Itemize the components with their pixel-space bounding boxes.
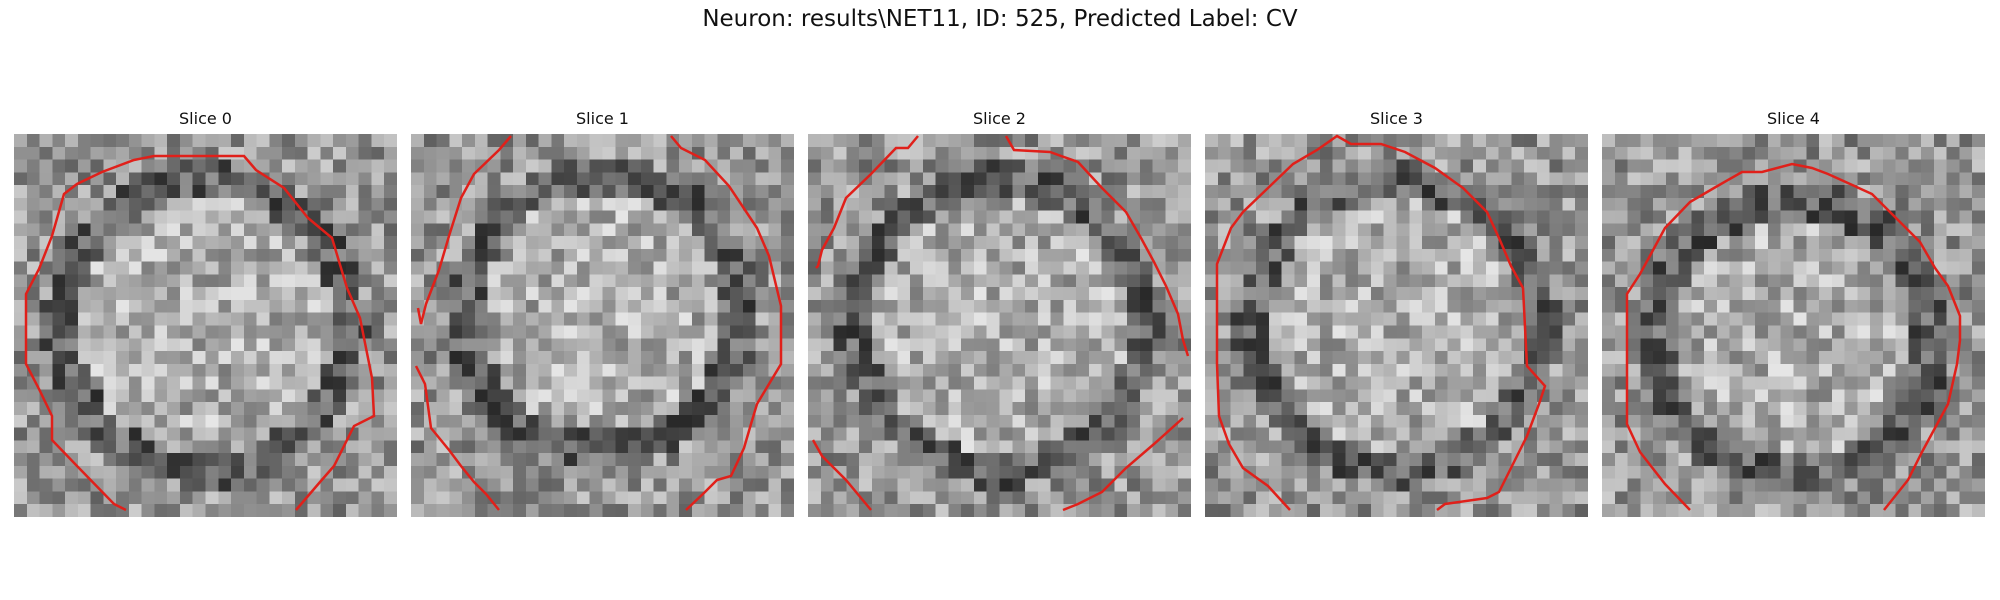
slice-2-pixels <box>808 134 1191 517</box>
slice-image-2 <box>808 134 1191 517</box>
slice-4-contour <box>1625 162 1962 511</box>
slice-image-0 <box>14 134 397 517</box>
slice-image-4 <box>1602 134 1985 517</box>
slice-image-1 <box>411 134 794 517</box>
slice-title-1: Slice 1 <box>576 109 629 128</box>
slice-title-0: Slice 0 <box>179 109 232 128</box>
slice-1-contour <box>414 135 783 511</box>
slice-1-pixels <box>411 134 794 517</box>
slice-0-contour <box>24 154 376 512</box>
slice-title-3: Slice 3 <box>1370 109 1423 128</box>
figure-title: Neuron: results\NET11, ID: 525, Predicte… <box>702 6 1298 32</box>
slice-image-3 <box>1205 134 1588 517</box>
slice-title-4: Slice 4 <box>1767 109 1820 128</box>
slice-3-contour <box>1215 134 1547 511</box>
slice-title-2: Slice 2 <box>973 109 1026 128</box>
slice-0-pixels <box>14 134 397 517</box>
slice-2-contour <box>811 135 1190 512</box>
